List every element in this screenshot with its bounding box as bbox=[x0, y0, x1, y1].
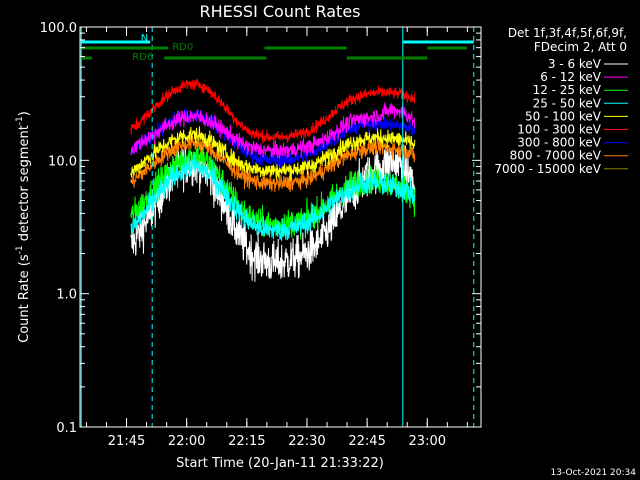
y-tick-label: 1.0 bbox=[56, 288, 77, 303]
legend-label: 6 - 12 keV bbox=[540, 70, 602, 84]
y-axis-title: Count Rate (s-1 detector segment-1) bbox=[15, 111, 32, 343]
footer-timestamp: 13-Oct-2021 20:34 bbox=[551, 468, 637, 478]
legend-label: 300 - 800 keV bbox=[517, 136, 601, 150]
flag-label: N bbox=[141, 33, 148, 44]
legend-label: 800 - 7000 keV bbox=[510, 149, 602, 163]
x-tick-label: 23:00 bbox=[409, 434, 446, 449]
flag-label: RD6 bbox=[132, 52, 153, 63]
plot-frame bbox=[79, 26, 482, 428]
x-tick-label: 22:15 bbox=[228, 434, 265, 449]
y-axis-title-part: detector segment bbox=[17, 125, 32, 245]
x-tick-label: 22:45 bbox=[348, 434, 385, 449]
series-trace bbox=[130, 152, 416, 242]
chart-title: RHESSI Count Rates bbox=[200, 2, 361, 21]
legend-label: 12 - 25 keV bbox=[533, 83, 602, 97]
series-trace bbox=[130, 147, 416, 240]
x-tick-label: 22:30 bbox=[288, 434, 325, 449]
series-trace bbox=[130, 102, 416, 160]
y-tick-label: 10.0 bbox=[48, 154, 77, 169]
legend-header-line: FDecim 2, Att 0 bbox=[534, 40, 627, 54]
x-tick-label: 21:45 bbox=[108, 434, 145, 449]
legend: Det 1f,3f,4f,5f,6f,9f, FDecim 2, Att 0 3… bbox=[494, 26, 628, 176]
legend-label: 3 - 6 keV bbox=[548, 57, 602, 71]
y-tick-label: 0.1 bbox=[56, 421, 77, 436]
y-axis-title-superscript: -1 bbox=[15, 245, 25, 254]
plot-traces bbox=[130, 78, 416, 282]
y-axis-title-part: ) bbox=[17, 111, 32, 116]
legend-label: 50 - 100 keV bbox=[525, 109, 602, 123]
series-trace bbox=[130, 134, 416, 193]
x-axis-title: Start Time (20-Jan-11 21:33:22) bbox=[176, 456, 384, 471]
legend-header-line: Det 1f,3f,4f,5f,6f,9f, bbox=[508, 26, 627, 40]
y-axis-title-superscript: -1 bbox=[15, 116, 25, 125]
time-markers bbox=[80, 27, 475, 427]
y-tick-label: 100.0 bbox=[40, 21, 77, 36]
series-trace bbox=[130, 126, 416, 182]
series-trace bbox=[130, 78, 416, 144]
status-flags: N RD0 RD6 bbox=[81, 33, 474, 63]
legend-label: 100 - 300 keV bbox=[517, 123, 601, 137]
legend-label: 7000 - 15000 keV bbox=[494, 162, 601, 176]
legend-label: 25 - 50 keV bbox=[533, 96, 602, 110]
flag-label: RD0 bbox=[172, 42, 193, 53]
y-axis-title-part: Count Rate (s bbox=[17, 254, 32, 343]
axis-ticks: 0.1 1.0 10.0 100.0 21:45 22:00 22:15 22:30 22:45… bbox=[40, 21, 481, 449]
x-tick-label: 22:00 bbox=[168, 434, 205, 449]
